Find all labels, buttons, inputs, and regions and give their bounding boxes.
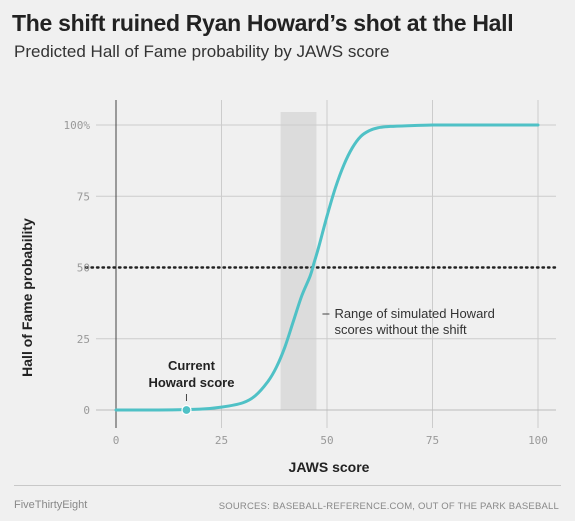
range-label-line-2: scores without the shift	[334, 322, 467, 337]
y-tick-label: 75	[77, 190, 90, 203]
y-tick-label: 25	[77, 333, 90, 346]
footer-divider	[14, 485, 561, 486]
chart-subtitle: Predicted Hall of Fame probability by JA…	[14, 42, 390, 61]
y-axis-title: Hall of Fame probability	[19, 218, 35, 377]
range-label-line-1: Range of simulated Howard	[334, 306, 494, 321]
x-tick-label: 75	[426, 434, 439, 447]
current-howard-point	[181, 404, 192, 416]
chart-title: The shift ruined Ryan Howard’s shot at t…	[12, 10, 514, 36]
y-tick-label: 100%	[64, 119, 91, 132]
shaded-range	[280, 112, 317, 410]
x-tick-label: 50	[320, 434, 333, 447]
footer-brand: FiveThirtyEight	[14, 499, 88, 511]
footer-sources: SOURCES: BASEBALL-REFERENCE.COM, OUT OF …	[218, 501, 559, 512]
y-tick-label: 50	[77, 262, 90, 275]
y-tick-label: 0	[83, 404, 90, 417]
probability-curve	[114, 123, 540, 412]
x-tick-label: 0	[113, 434, 120, 447]
x-axis-title: JAWS score	[289, 459, 370, 475]
x-tick-label: 25	[215, 434, 228, 447]
x-tick-label: 100	[528, 434, 548, 447]
point-label-line-1: Current	[168, 358, 216, 373]
point-label-line-2: Howard score	[148, 375, 234, 390]
